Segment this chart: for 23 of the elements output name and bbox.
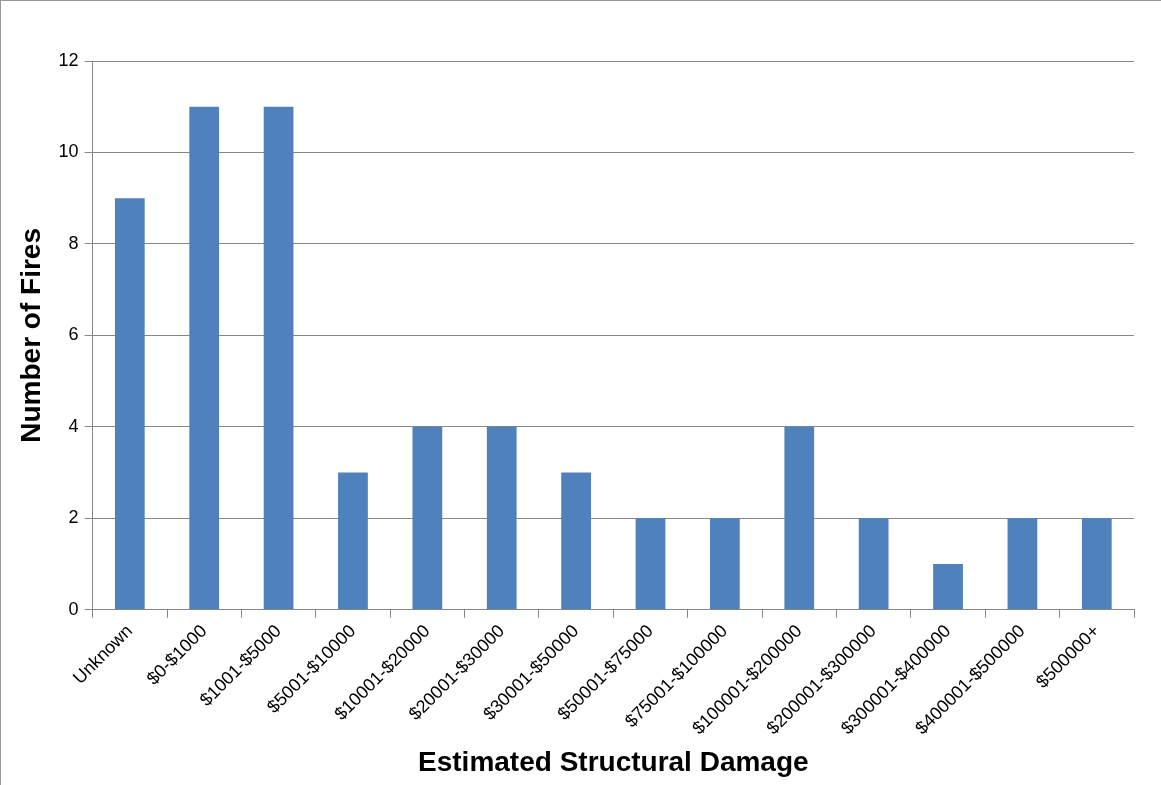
bar	[1081, 518, 1112, 610]
bar	[114, 198, 145, 610]
bar	[1007, 518, 1038, 610]
y-tick-label: 0	[68, 598, 79, 619]
bar	[263, 106, 294, 610]
bar	[933, 564, 963, 610]
y-axis-title: Number of Fires	[14, 228, 46, 443]
bar	[486, 426, 517, 610]
y-tick-label: 12	[58, 49, 79, 70]
bar	[784, 426, 815, 610]
y-tick-label: 4	[68, 415, 79, 436]
x-axis-title: Estimated Structural Damage	[418, 745, 809, 777]
bar	[338, 472, 368, 610]
bar	[189, 106, 220, 610]
bar	[412, 426, 443, 610]
bar	[561, 472, 591, 610]
y-tick-label: 10	[58, 141, 79, 162]
y-tick-label: 6	[68, 324, 79, 345]
y-tick-label: 8	[68, 232, 79, 253]
bar	[710, 518, 740, 610]
y-tick-label: 2	[68, 507, 79, 528]
bar	[858, 518, 889, 610]
bar	[635, 518, 666, 610]
